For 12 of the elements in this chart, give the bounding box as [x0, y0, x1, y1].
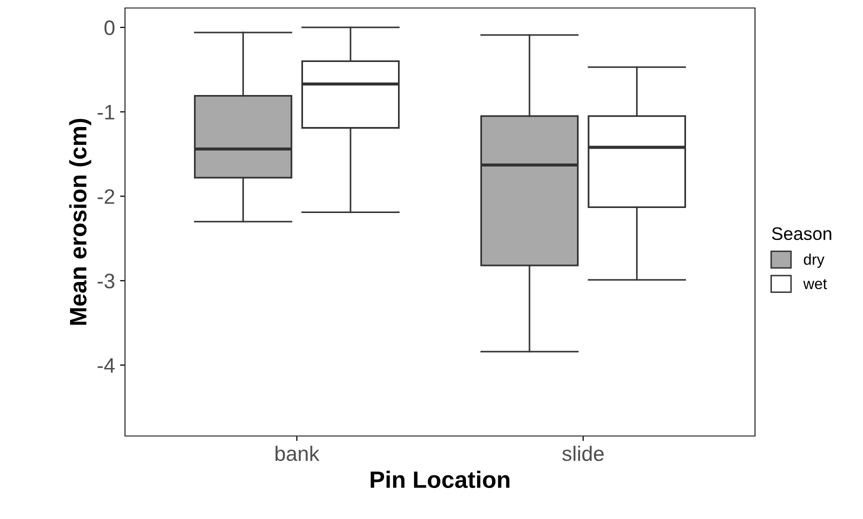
x-axis-title: Pin Location	[370, 470, 510, 488]
x-tick-label: bank	[276, 446, 320, 462]
y-tick-label: -3	[98, 274, 114, 288]
y-tick-label: 0	[104, 20, 114, 36]
x-tick-label: slide	[562, 446, 604, 462]
legend-title: Season	[772, 227, 832, 240]
y-axis-title: Mean erosion (cm)	[69, 118, 92, 325]
y-tick-label: -4	[98, 358, 115, 373]
legend-label: wet	[803, 279, 827, 290]
legend-label: dry	[804, 254, 824, 268]
y-tick-label: -1	[98, 105, 114, 120]
y-tick-label: -2	[98, 189, 114, 204]
